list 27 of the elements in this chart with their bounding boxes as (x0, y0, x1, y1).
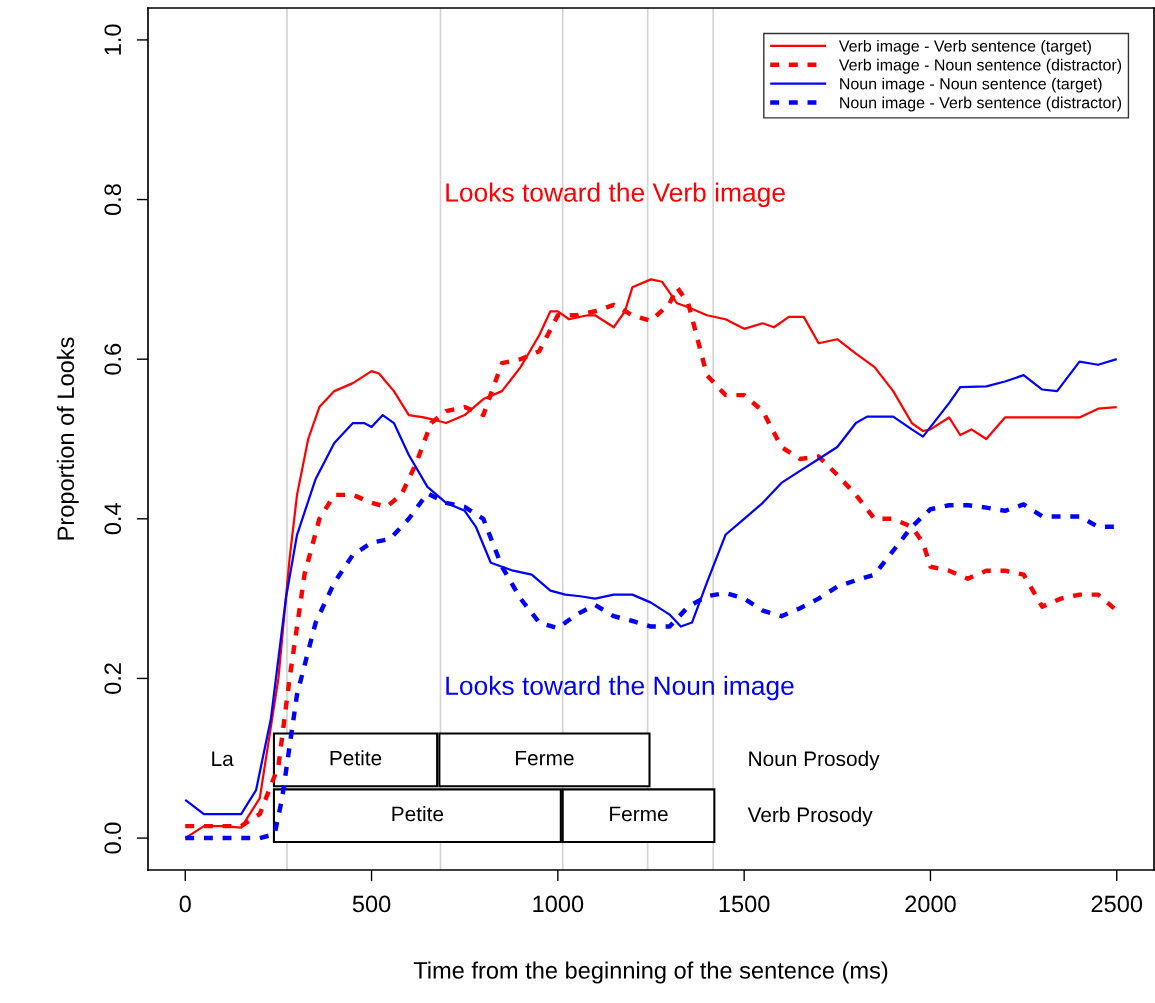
band-label: Ferme (610, 806, 668, 822)
x-tick-label: 1500 (719, 895, 770, 913)
y-axis-title: Proportion of Looks (56, 337, 79, 540)
legend-label: Noun image - Noun sentence (target) (840, 77, 1102, 93)
y-tick-label: 1.0 (104, 24, 122, 55)
y-tick-label: 0.2 (104, 663, 122, 694)
legend-label: Verb image - Verb sentence (target) (838, 39, 1091, 55)
legend-label: Verb image - Noun sentence (distractor) (838, 58, 1122, 74)
y-tick-label: 0.6 (104, 343, 122, 375)
annotation: Looks toward the Verb image (446, 182, 785, 208)
x-tick-label: 0 (179, 895, 191, 913)
legend-label: Noun image - Verb sentence (distractor) (840, 96, 1122, 112)
x-tick-label: 2000 (905, 895, 956, 913)
x-tick-label: 2500 (1091, 895, 1143, 913)
band-label: Petite (392, 806, 444, 822)
x-tick-label: 500 (352, 895, 391, 913)
band-label: Ferme (516, 750, 574, 766)
annotation: Verb Prosody (747, 806, 873, 827)
annotation: La (212, 751, 234, 767)
annotation: Looks toward the Noun image (446, 675, 794, 701)
y-tick-label: 0.4 (104, 503, 122, 535)
band-label: Petite (330, 750, 382, 766)
annotation: Noun Prosody (749, 750, 880, 771)
x-axis-title: Time from the beginning of the sentence (ms) (413, 961, 888, 984)
y-tick-label: 0.0 (104, 822, 122, 854)
x-tick-label: 1000 (533, 895, 584, 913)
y-tick-label: 0.8 (104, 184, 122, 216)
